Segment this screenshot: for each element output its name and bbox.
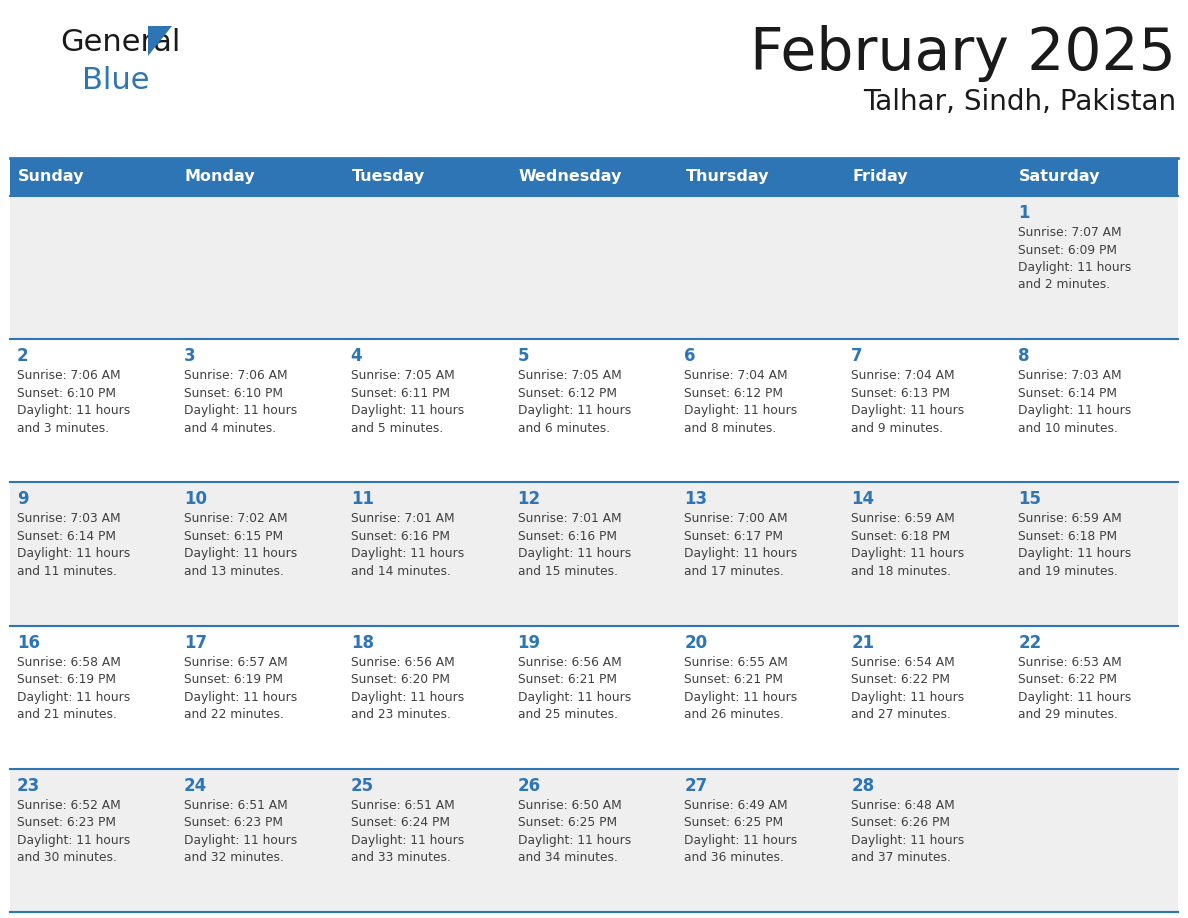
Text: 12: 12 bbox=[518, 490, 541, 509]
Text: Sunrise: 7:05 AM
Sunset: 6:12 PM
Daylight: 11 hours
and 6 minutes.: Sunrise: 7:05 AM Sunset: 6:12 PM Dayligh… bbox=[518, 369, 631, 435]
Text: Talhar, Sindh, Pakistan: Talhar, Sindh, Pakistan bbox=[862, 88, 1176, 116]
Text: Sunrise: 6:50 AM
Sunset: 6:25 PM
Daylight: 11 hours
and 34 minutes.: Sunrise: 6:50 AM Sunset: 6:25 PM Dayligh… bbox=[518, 799, 631, 865]
Text: Sunrise: 6:51 AM
Sunset: 6:23 PM
Daylight: 11 hours
and 32 minutes.: Sunrise: 6:51 AM Sunset: 6:23 PM Dayligh… bbox=[184, 799, 297, 865]
Bar bbox=[10, 158, 1178, 196]
Text: 27: 27 bbox=[684, 777, 708, 795]
Text: 9: 9 bbox=[17, 490, 29, 509]
Text: General: General bbox=[61, 28, 181, 57]
Text: 13: 13 bbox=[684, 490, 708, 509]
Text: 6: 6 bbox=[684, 347, 696, 365]
Text: Sunrise: 7:01 AM
Sunset: 6:16 PM
Daylight: 11 hours
and 15 minutes.: Sunrise: 7:01 AM Sunset: 6:16 PM Dayligh… bbox=[518, 512, 631, 578]
Bar bbox=[10, 196, 1178, 339]
Text: 24: 24 bbox=[184, 777, 207, 795]
Text: 18: 18 bbox=[350, 633, 374, 652]
Text: 1: 1 bbox=[1018, 204, 1030, 222]
Text: Friday: Friday bbox=[852, 170, 908, 185]
Text: 28: 28 bbox=[852, 777, 874, 795]
Text: 10: 10 bbox=[184, 490, 207, 509]
Text: 17: 17 bbox=[184, 633, 207, 652]
Text: 26: 26 bbox=[518, 777, 541, 795]
Text: Sunrise: 6:48 AM
Sunset: 6:26 PM
Daylight: 11 hours
and 37 minutes.: Sunrise: 6:48 AM Sunset: 6:26 PM Dayligh… bbox=[852, 799, 965, 865]
Text: 15: 15 bbox=[1018, 490, 1041, 509]
Text: 3: 3 bbox=[184, 347, 196, 365]
Text: Wednesday: Wednesday bbox=[519, 170, 623, 185]
Text: Monday: Monday bbox=[185, 170, 255, 185]
Text: 25: 25 bbox=[350, 777, 374, 795]
Bar bbox=[10, 339, 1178, 482]
Text: Sunrise: 7:04 AM
Sunset: 6:12 PM
Daylight: 11 hours
and 8 minutes.: Sunrise: 7:04 AM Sunset: 6:12 PM Dayligh… bbox=[684, 369, 797, 435]
Text: Sunrise: 6:58 AM
Sunset: 6:19 PM
Daylight: 11 hours
and 21 minutes.: Sunrise: 6:58 AM Sunset: 6:19 PM Dayligh… bbox=[17, 655, 131, 722]
Text: Sunrise: 6:59 AM
Sunset: 6:18 PM
Daylight: 11 hours
and 18 minutes.: Sunrise: 6:59 AM Sunset: 6:18 PM Dayligh… bbox=[852, 512, 965, 578]
Text: Tuesday: Tuesday bbox=[352, 170, 425, 185]
Text: February 2025: February 2025 bbox=[750, 25, 1176, 82]
Text: Sunrise: 7:05 AM
Sunset: 6:11 PM
Daylight: 11 hours
and 5 minutes.: Sunrise: 7:05 AM Sunset: 6:11 PM Dayligh… bbox=[350, 369, 465, 435]
Text: Sunrise: 6:52 AM
Sunset: 6:23 PM
Daylight: 11 hours
and 30 minutes.: Sunrise: 6:52 AM Sunset: 6:23 PM Dayligh… bbox=[17, 799, 131, 865]
Text: Blue: Blue bbox=[82, 66, 150, 95]
Text: 5: 5 bbox=[518, 347, 529, 365]
Text: Sunrise: 7:00 AM
Sunset: 6:17 PM
Daylight: 11 hours
and 17 minutes.: Sunrise: 7:00 AM Sunset: 6:17 PM Dayligh… bbox=[684, 512, 797, 578]
Polygon shape bbox=[148, 26, 172, 56]
Text: 19: 19 bbox=[518, 633, 541, 652]
Text: Sunrise: 6:55 AM
Sunset: 6:21 PM
Daylight: 11 hours
and 26 minutes.: Sunrise: 6:55 AM Sunset: 6:21 PM Dayligh… bbox=[684, 655, 797, 722]
Text: 7: 7 bbox=[852, 347, 862, 365]
Text: Sunrise: 6:49 AM
Sunset: 6:25 PM
Daylight: 11 hours
and 36 minutes.: Sunrise: 6:49 AM Sunset: 6:25 PM Dayligh… bbox=[684, 799, 797, 865]
Text: 16: 16 bbox=[17, 633, 40, 652]
Text: Sunrise: 7:07 AM
Sunset: 6:09 PM
Daylight: 11 hours
and 2 minutes.: Sunrise: 7:07 AM Sunset: 6:09 PM Dayligh… bbox=[1018, 226, 1131, 292]
Text: Sunrise: 6:59 AM
Sunset: 6:18 PM
Daylight: 11 hours
and 19 minutes.: Sunrise: 6:59 AM Sunset: 6:18 PM Dayligh… bbox=[1018, 512, 1131, 578]
Text: 4: 4 bbox=[350, 347, 362, 365]
Text: Thursday: Thursday bbox=[685, 170, 769, 185]
Bar bbox=[10, 482, 1178, 625]
Text: Sunrise: 6:56 AM
Sunset: 6:21 PM
Daylight: 11 hours
and 25 minutes.: Sunrise: 6:56 AM Sunset: 6:21 PM Dayligh… bbox=[518, 655, 631, 722]
Text: Sunrise: 7:03 AM
Sunset: 6:14 PM
Daylight: 11 hours
and 11 minutes.: Sunrise: 7:03 AM Sunset: 6:14 PM Dayligh… bbox=[17, 512, 131, 578]
Text: Sunrise: 6:51 AM
Sunset: 6:24 PM
Daylight: 11 hours
and 33 minutes.: Sunrise: 6:51 AM Sunset: 6:24 PM Dayligh… bbox=[350, 799, 465, 865]
Text: 14: 14 bbox=[852, 490, 874, 509]
Text: Sunrise: 6:56 AM
Sunset: 6:20 PM
Daylight: 11 hours
and 23 minutes.: Sunrise: 6:56 AM Sunset: 6:20 PM Dayligh… bbox=[350, 655, 465, 722]
Text: Sunrise: 7:06 AM
Sunset: 6:10 PM
Daylight: 11 hours
and 4 minutes.: Sunrise: 7:06 AM Sunset: 6:10 PM Dayligh… bbox=[184, 369, 297, 435]
Text: 21: 21 bbox=[852, 633, 874, 652]
Text: 23: 23 bbox=[17, 777, 40, 795]
Text: Sunrise: 7:02 AM
Sunset: 6:15 PM
Daylight: 11 hours
and 13 minutes.: Sunrise: 7:02 AM Sunset: 6:15 PM Dayligh… bbox=[184, 512, 297, 578]
Text: Sunrise: 7:06 AM
Sunset: 6:10 PM
Daylight: 11 hours
and 3 minutes.: Sunrise: 7:06 AM Sunset: 6:10 PM Dayligh… bbox=[17, 369, 131, 435]
Text: Sunrise: 6:57 AM
Sunset: 6:19 PM
Daylight: 11 hours
and 22 minutes.: Sunrise: 6:57 AM Sunset: 6:19 PM Dayligh… bbox=[184, 655, 297, 722]
Text: 11: 11 bbox=[350, 490, 374, 509]
Bar bbox=[10, 625, 1178, 768]
Text: 20: 20 bbox=[684, 633, 708, 652]
Text: Sunrise: 6:53 AM
Sunset: 6:22 PM
Daylight: 11 hours
and 29 minutes.: Sunrise: 6:53 AM Sunset: 6:22 PM Dayligh… bbox=[1018, 655, 1131, 722]
Text: 2: 2 bbox=[17, 347, 29, 365]
Text: Sunrise: 7:04 AM
Sunset: 6:13 PM
Daylight: 11 hours
and 9 minutes.: Sunrise: 7:04 AM Sunset: 6:13 PM Dayligh… bbox=[852, 369, 965, 435]
Text: Sunrise: 7:03 AM
Sunset: 6:14 PM
Daylight: 11 hours
and 10 minutes.: Sunrise: 7:03 AM Sunset: 6:14 PM Dayligh… bbox=[1018, 369, 1131, 435]
Text: 8: 8 bbox=[1018, 347, 1030, 365]
Text: Sunrise: 7:01 AM
Sunset: 6:16 PM
Daylight: 11 hours
and 14 minutes.: Sunrise: 7:01 AM Sunset: 6:16 PM Dayligh… bbox=[350, 512, 465, 578]
Bar bbox=[10, 768, 1178, 912]
Text: Sunrise: 6:54 AM
Sunset: 6:22 PM
Daylight: 11 hours
and 27 minutes.: Sunrise: 6:54 AM Sunset: 6:22 PM Dayligh… bbox=[852, 655, 965, 722]
Text: 22: 22 bbox=[1018, 633, 1042, 652]
Text: Sunday: Sunday bbox=[18, 170, 84, 185]
Text: Saturday: Saturday bbox=[1019, 170, 1100, 185]
